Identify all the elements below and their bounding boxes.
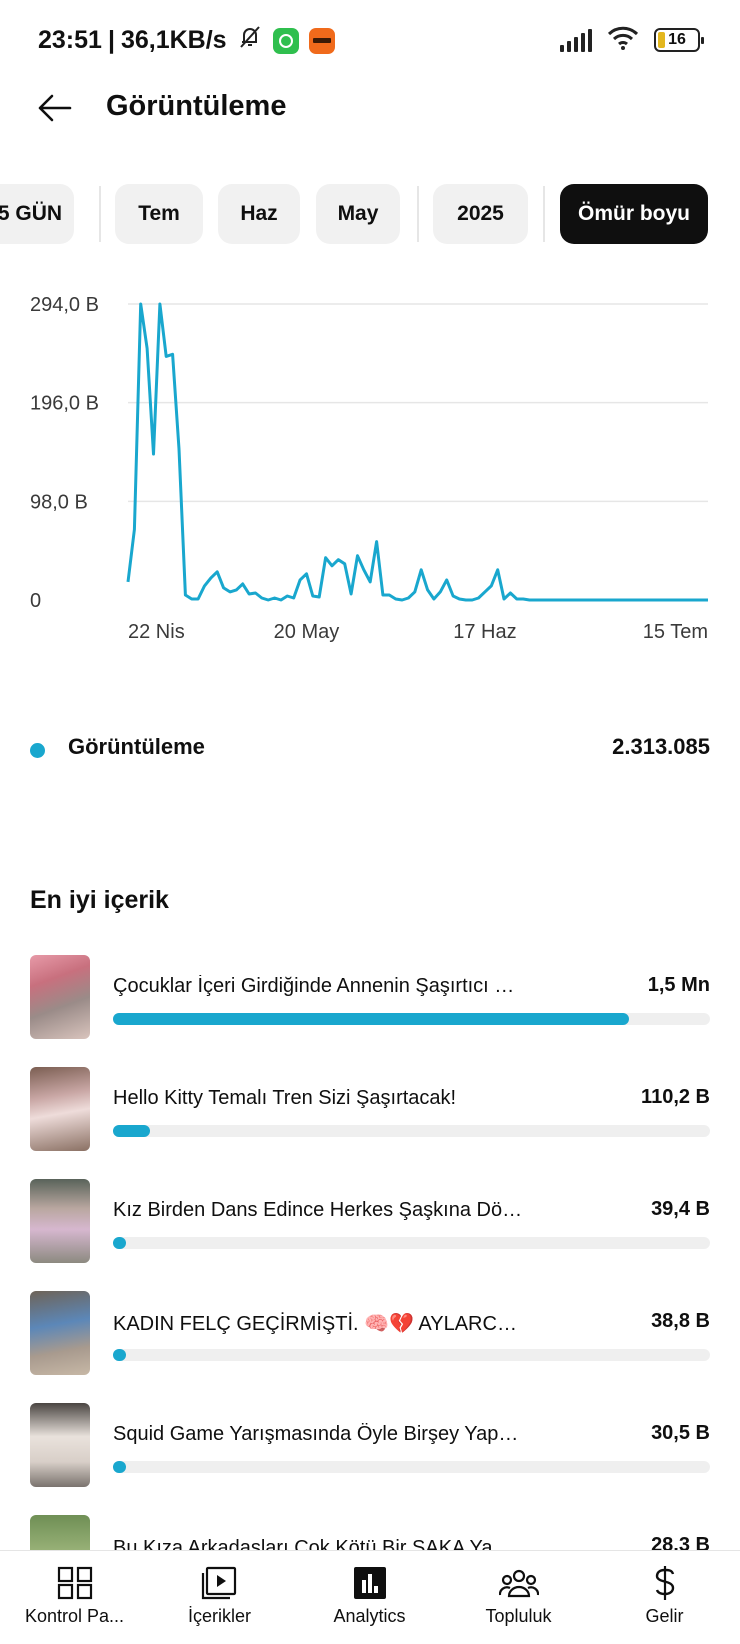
header: Görüntüleme [0, 80, 740, 136]
x-tick-label: 22 Nis [128, 621, 185, 643]
content-views: 1,5 Mn [647, 974, 710, 996]
chip-lifetime[interactable]: Ömür boyu [560, 184, 708, 244]
y-tick-label: 294,0 B [30, 294, 99, 316]
content-views: 30,5 B [651, 1422, 710, 1444]
status-separator: | [107, 26, 115, 54]
nav-earn[interactable]: Gelir [602, 1551, 727, 1644]
status-right: 16 [560, 24, 704, 55]
nav-label: Gelir [645, 1606, 684, 1626]
legend-dot [30, 743, 45, 758]
content-icon [201, 1565, 239, 1601]
video-thumbnail [30, 1291, 90, 1375]
legend-label: Görüntüleme [68, 734, 205, 759]
views-bar-track [113, 1461, 710, 1473]
video-thumbnail [30, 955, 90, 1039]
content-title: Hello Kitty Temalı Tren Sizi Şaşırtacak! [113, 1087, 457, 1109]
nav-label: İçerikler [187, 1606, 251, 1626]
nav-analytics[interactable]: Analytics [307, 1551, 432, 1644]
chip-may[interactable]: May [316, 184, 400, 244]
series-line-views [126, 302, 708, 602]
status-left: 23:51 | 36,1KB/s [38, 24, 335, 57]
video-thumbnail [30, 1067, 90, 1151]
muted-bell-icon [237, 24, 263, 57]
back-arrow-icon [38, 94, 72, 122]
views-bar-track [113, 1349, 710, 1361]
content-title: KADIN FELÇ GEÇİRMİŞTİ. 🧠💔 AYLARCA HİÇBİR… [113, 1313, 523, 1335]
whatsapp-icon [272, 27, 299, 54]
y-tick-label: 196,0 B [30, 393, 99, 415]
battery-icon: 16 [654, 27, 704, 52]
content-item[interactable]: Squid Game Yarışmasında Öyle Birşey Yapt… [30, 1403, 710, 1489]
views-bar-fill [113, 1461, 126, 1473]
chip-haz[interactable]: Haz [218, 184, 300, 244]
content-views: 38,8 B [651, 1310, 710, 1332]
bottom-navigation: Kontrol Pa... İçerikler Analytics Toplul… [0, 1550, 740, 1644]
page-title: Görüntüleme [106, 90, 287, 122]
notification-app-icon [308, 27, 335, 54]
chip-divider [543, 186, 545, 242]
signal-icon [560, 28, 592, 52]
content-item[interactable]: Çocuklar İçeri Girdiğinde Annenin Şaşırt… [30, 955, 710, 1041]
nav-dashboard[interactable]: Kontrol Pa... [12, 1551, 137, 1644]
chip-days[interactable]: 5 GÜN [0, 184, 74, 244]
chip-2025[interactable]: 2025 [433, 184, 528, 244]
chip-divider [417, 186, 419, 242]
status-net-speed: 36,1KB/s [120, 26, 227, 54]
analytics-icon [353, 1565, 387, 1601]
views-bar-fill [113, 1125, 150, 1137]
x-tick-label: 15 Tem [643, 621, 708, 643]
views-line-chart: 294,0 B 196,0 B 98,0 B 0 22 Nis 20 May 17 Haz 1… [30, 294, 708, 643]
status-time: 23:51 [38, 26, 102, 54]
views-bar-fill [113, 1349, 127, 1361]
views-bar-fill [113, 1237, 127, 1249]
nav-label: Kontrol Pa... [24, 1606, 125, 1626]
content-title: Çocuklar İçeri Girdiğinde Annenin Şaşırt… [113, 975, 523, 997]
nav-content[interactable]: İçerikler [157, 1551, 282, 1644]
top-content-title: En iyi içerik [30, 886, 169, 914]
y-tick-label: 0 [30, 590, 41, 612]
legend-total-value: 2.313.085 [612, 734, 710, 759]
views-bar-track [113, 1237, 710, 1249]
wifi-icon [606, 24, 640, 55]
views-bar-track [113, 1125, 710, 1137]
battery-level: 16 [668, 30, 686, 48]
content-views: 110,2 B [641, 1086, 710, 1108]
nav-label: Topluluk [485, 1606, 552, 1626]
video-thumbnail [30, 1179, 90, 1263]
dashboard-icon [57, 1565, 93, 1601]
views-bar-track [113, 1013, 710, 1025]
content-title: Kız Birden Dans Edince Herkes Şaşkına Dö… [113, 1199, 523, 1221]
x-tick-label: 17 Haz [453, 621, 516, 643]
content-title: Squid Game Yarışmasında Öyle Birşey Yapt… [113, 1423, 523, 1445]
dollar-icon [652, 1565, 678, 1601]
views-chart: 294,0 B 196,0 B 98,0 B 0 22 Nis 20 May 17 Haz 1… [0, 290, 740, 680]
content-item[interactable]: Kız Birden Dans Edince Herkes Şaşkına Dö… [30, 1179, 710, 1265]
nav-label: Analytics [333, 1606, 406, 1626]
nav-community[interactable]: Topluluk [456, 1551, 581, 1644]
x-tick-label: 20 May [274, 621, 340, 643]
back-button[interactable] [32, 86, 76, 130]
views-bar-fill [113, 1013, 629, 1025]
content-item[interactable]: Hello Kitty Temalı Tren Sizi Şaşırtacak!… [30, 1067, 710, 1153]
chip-divider [99, 186, 101, 242]
y-tick-label: 98,0 B [30, 491, 88, 513]
period-filter-chips: 5 GÜN Tem Haz May 2025 Ömür boyu [0, 184, 740, 244]
chip-tem[interactable]: Tem [115, 184, 203, 244]
community-icon [498, 1565, 539, 1601]
video-thumbnail [30, 1403, 90, 1487]
status-bar: 23:51 | 36,1KB/s 16 [0, 0, 740, 80]
content-item[interactable]: KADIN FELÇ GEÇİRMİŞTİ. 🧠💔 AYLARCA HİÇBİR… [30, 1291, 710, 1377]
chart-legend: Görüntüleme 2.313.085 [30, 732, 710, 768]
content-views: 39,4 B [651, 1198, 710, 1220]
